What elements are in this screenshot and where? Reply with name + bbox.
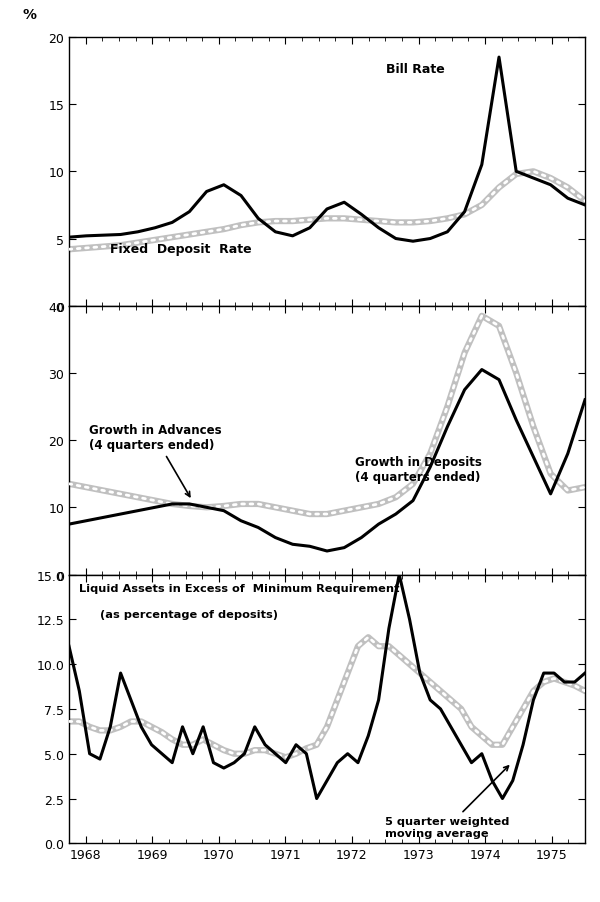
Text: Bill Rate: Bill Rate (386, 63, 445, 76)
Text: Liquid Assets in Excess of  Minimum Requirement: Liquid Assets in Excess of Minimum Requi… (79, 583, 400, 593)
Text: (as percentage of deposits): (as percentage of deposits) (100, 610, 278, 620)
Text: Growth in Deposits
(4 quarters ended): Growth in Deposits (4 quarters ended) (355, 456, 482, 483)
Text: 5 quarter weighted
moving average: 5 quarter weighted moving average (385, 766, 509, 838)
Text: %: % (23, 8, 37, 22)
Text: Growth in Advances
(4 quarters ended): Growth in Advances (4 quarters ended) (89, 424, 221, 497)
Text: Fixed  Deposit  Rate: Fixed Deposit Rate (110, 243, 252, 255)
